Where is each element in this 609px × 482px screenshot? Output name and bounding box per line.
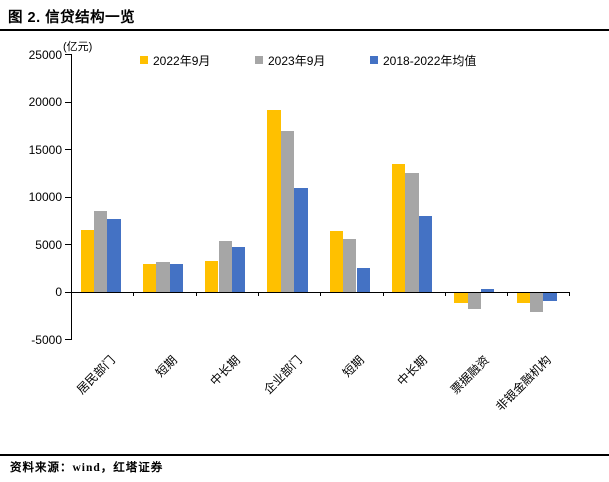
x-axis-category-label: 短期 <box>340 353 368 380</box>
x-axis-category-label: 居民部门 <box>74 353 119 397</box>
bar-series1-7 <box>454 293 468 303</box>
x-axis-tick <box>569 292 571 296</box>
x-axis-category-label: 中长期 <box>207 353 243 389</box>
y-axis-line <box>71 54 72 340</box>
x-axis-category-label: 票据融资 <box>447 353 492 397</box>
legend-item-series-1: 2022年9月 <box>140 52 210 68</box>
legend-item-series-2: 2023年9月 <box>255 52 325 68</box>
bar-series3-2 <box>169 263 183 292</box>
legend-swatch-icon <box>370 56 378 64</box>
x-axis-tick <box>320 292 322 296</box>
legend-label: 2018-2022年均值 <box>383 53 477 68</box>
bar-series2-2 <box>156 261 170 292</box>
y-axis-tick <box>65 54 71 55</box>
y-axis-unit-label: (亿元) <box>63 41 93 53</box>
legend-item-series-3: 2018-2022年均值 <box>370 52 476 68</box>
bar-series3-4 <box>294 187 308 292</box>
bar-series1-3 <box>205 260 219 292</box>
chart-title: 图 2. 信贷结构一览 <box>8 10 136 26</box>
legend-swatch-icon <box>140 56 148 64</box>
x-axis-tick <box>195 292 197 296</box>
bar-series3-8 <box>543 293 557 301</box>
bar-series3-3 <box>231 247 246 292</box>
bar-series1-4 <box>267 109 281 292</box>
y-axis-tick-label: 0 <box>55 285 62 299</box>
bar-series1-5 <box>329 231 344 292</box>
y-axis-tick <box>65 291 71 293</box>
legend-label: 2023年9月 <box>268 53 326 68</box>
bar-series2-6 <box>405 173 419 292</box>
bar-series1-2 <box>142 264 157 292</box>
data-source-note: 资料来源：wind，红塔证券 <box>10 462 164 474</box>
y-axis-tick-label: 10000 <box>28 190 62 204</box>
y-axis-tick-label: 25000 <box>28 47 62 62</box>
bar-series1-8 <box>516 293 530 304</box>
title-divider <box>0 29 609 31</box>
y-axis-tick <box>65 149 71 150</box>
x-axis-category-label: 短期 <box>153 353 181 380</box>
y-axis-tick-label: 15000 <box>28 142 62 157</box>
y-axis-tick <box>65 244 71 245</box>
x-axis-tick <box>257 292 259 296</box>
bar-series3-6 <box>418 216 433 292</box>
y-axis-tick-label: 20000 <box>28 95 62 109</box>
bar-series2-5 <box>343 238 357 292</box>
chart-legend: 2022年9月 2023年9月 2018-2022年均值 <box>0 52 609 70</box>
y-axis-tick-label: 5000 <box>35 237 62 252</box>
x-axis-tick <box>507 292 509 296</box>
y-axis-tick-label: -5000 <box>31 332 62 347</box>
legend-swatch-icon <box>255 56 263 64</box>
bar-series2-3 <box>218 240 232 292</box>
x-axis-tick <box>444 292 446 296</box>
x-axis-tick <box>133 292 135 296</box>
x-axis-category-label: 企业部门 <box>261 353 305 397</box>
bar-series2-1 <box>93 211 108 292</box>
bar-series3-1 <box>107 218 121 292</box>
bar-series2-4 <box>280 131 295 292</box>
y-axis-tick <box>65 101 71 103</box>
bar-series2-7 <box>467 293 482 310</box>
legend-label: 2022年9月 <box>153 53 211 68</box>
x-axis-category-label: 中长期 <box>394 353 430 389</box>
x-axis-category-label: 非银金融机构 <box>493 353 555 414</box>
bar-series1-6 <box>392 163 406 292</box>
credit-structure-bar-chart: (亿元) 2022年9月 2023年9月 2018-2022年均值 25000 200… <box>0 41 609 414</box>
y-axis-tick <box>65 339 71 340</box>
bar-series3-7 <box>481 289 495 292</box>
bar-series1-1 <box>80 230 94 292</box>
x-axis-tick <box>382 292 384 296</box>
y-axis-tick <box>65 196 71 198</box>
bar-series2-8 <box>530 293 544 312</box>
footer-divider <box>0 454 609 456</box>
bar-series3-5 <box>356 268 370 292</box>
